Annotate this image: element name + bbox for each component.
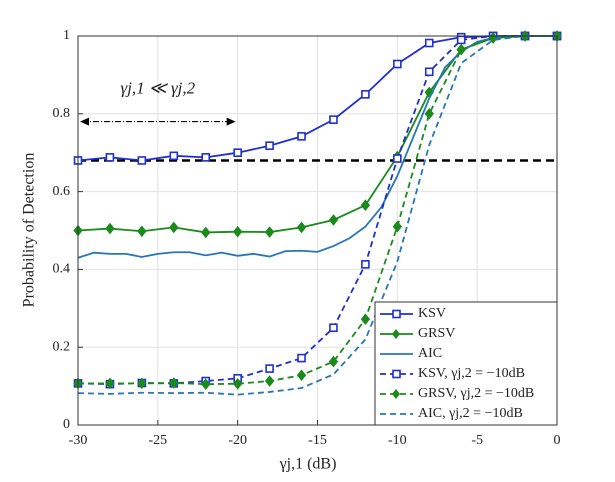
marker [233, 377, 243, 390]
marker [329, 323, 338, 333]
marker [105, 377, 115, 390]
legend-label: AIC, γj,2 = −10dB [418, 406, 523, 421]
marker [264, 375, 275, 387]
marker [201, 378, 211, 390]
marker [296, 369, 307, 382]
legend-box [374, 301, 558, 426]
y-tick-label: 1 [63, 28, 70, 43]
arrow-head [226, 117, 236, 126]
marker [201, 226, 211, 239]
series-line [77, 35, 557, 162]
series-line [78, 35, 557, 386]
legend-marker [392, 389, 400, 399]
y-tick-label: 0.8 [53, 106, 71, 121]
annotation: γj,1 ≪ γj,2 [121, 78, 196, 97]
legend-label: GRSV, γj,2 = −10dB [418, 386, 534, 401]
marker [328, 355, 339, 368]
marker [456, 35, 466, 45]
marker [265, 141, 274, 150]
marker [233, 148, 242, 157]
marker [264, 226, 275, 238]
marker [328, 214, 339, 226]
legend-label: KSV, γj,2 = −10dB [418, 366, 525, 381]
legend-label: GRSV [418, 326, 455, 341]
marker [137, 377, 147, 390]
y-tick-label: 0 [63, 417, 70, 432]
arrow-head [80, 117, 89, 126]
marker [233, 225, 243, 238]
marker [361, 90, 370, 99]
y-tick-label: 0.2 [53, 339, 71, 354]
marker [265, 364, 274, 373]
x-tick-label: -10 [388, 433, 407, 448]
x-tick-label: -20 [228, 433, 247, 448]
x-tick-label: -15 [308, 433, 327, 448]
marker [392, 220, 402, 233]
x-tick-label: -30 [69, 433, 88, 448]
marker [393, 59, 402, 69]
marker [296, 221, 307, 234]
series-line [77, 35, 557, 259]
legend-label: AIC [418, 346, 442, 361]
marker [137, 225, 147, 238]
y-tick-label: 0.4 [53, 262, 71, 277]
legend-label: KSV [418, 306, 446, 321]
legend-marker [392, 309, 401, 319]
marker [169, 377, 179, 389]
marker [329, 115, 338, 124]
plot-frame [77, 35, 558, 426]
x-axis-label: γj,1 (dB) [279, 456, 337, 473]
marker [424, 67, 434, 77]
legend-marker [392, 329, 400, 339]
y-axis-label: Probability of Detection [21, 153, 38, 308]
y-tick-label: 0.6 [53, 184, 71, 199]
x-tick-label: 0 [554, 433, 561, 448]
series-line [77, 35, 557, 396]
marker [360, 199, 371, 212]
marker [297, 132, 306, 141]
marker [105, 222, 115, 235]
marker [424, 38, 434, 48]
marker [105, 153, 115, 162]
marker [361, 260, 370, 269]
marker [456, 43, 466, 56]
marker [360, 313, 371, 325]
marker [201, 153, 211, 162]
marker [297, 353, 306, 363]
marker [393, 154, 402, 163]
x-tick-label: -5 [471, 433, 483, 448]
legend-marker [392, 369, 401, 379]
marker [137, 156, 147, 165]
x-tick-label: -25 [148, 433, 167, 448]
marker [169, 221, 179, 234]
marker [424, 107, 434, 120]
marker [169, 151, 179, 161]
